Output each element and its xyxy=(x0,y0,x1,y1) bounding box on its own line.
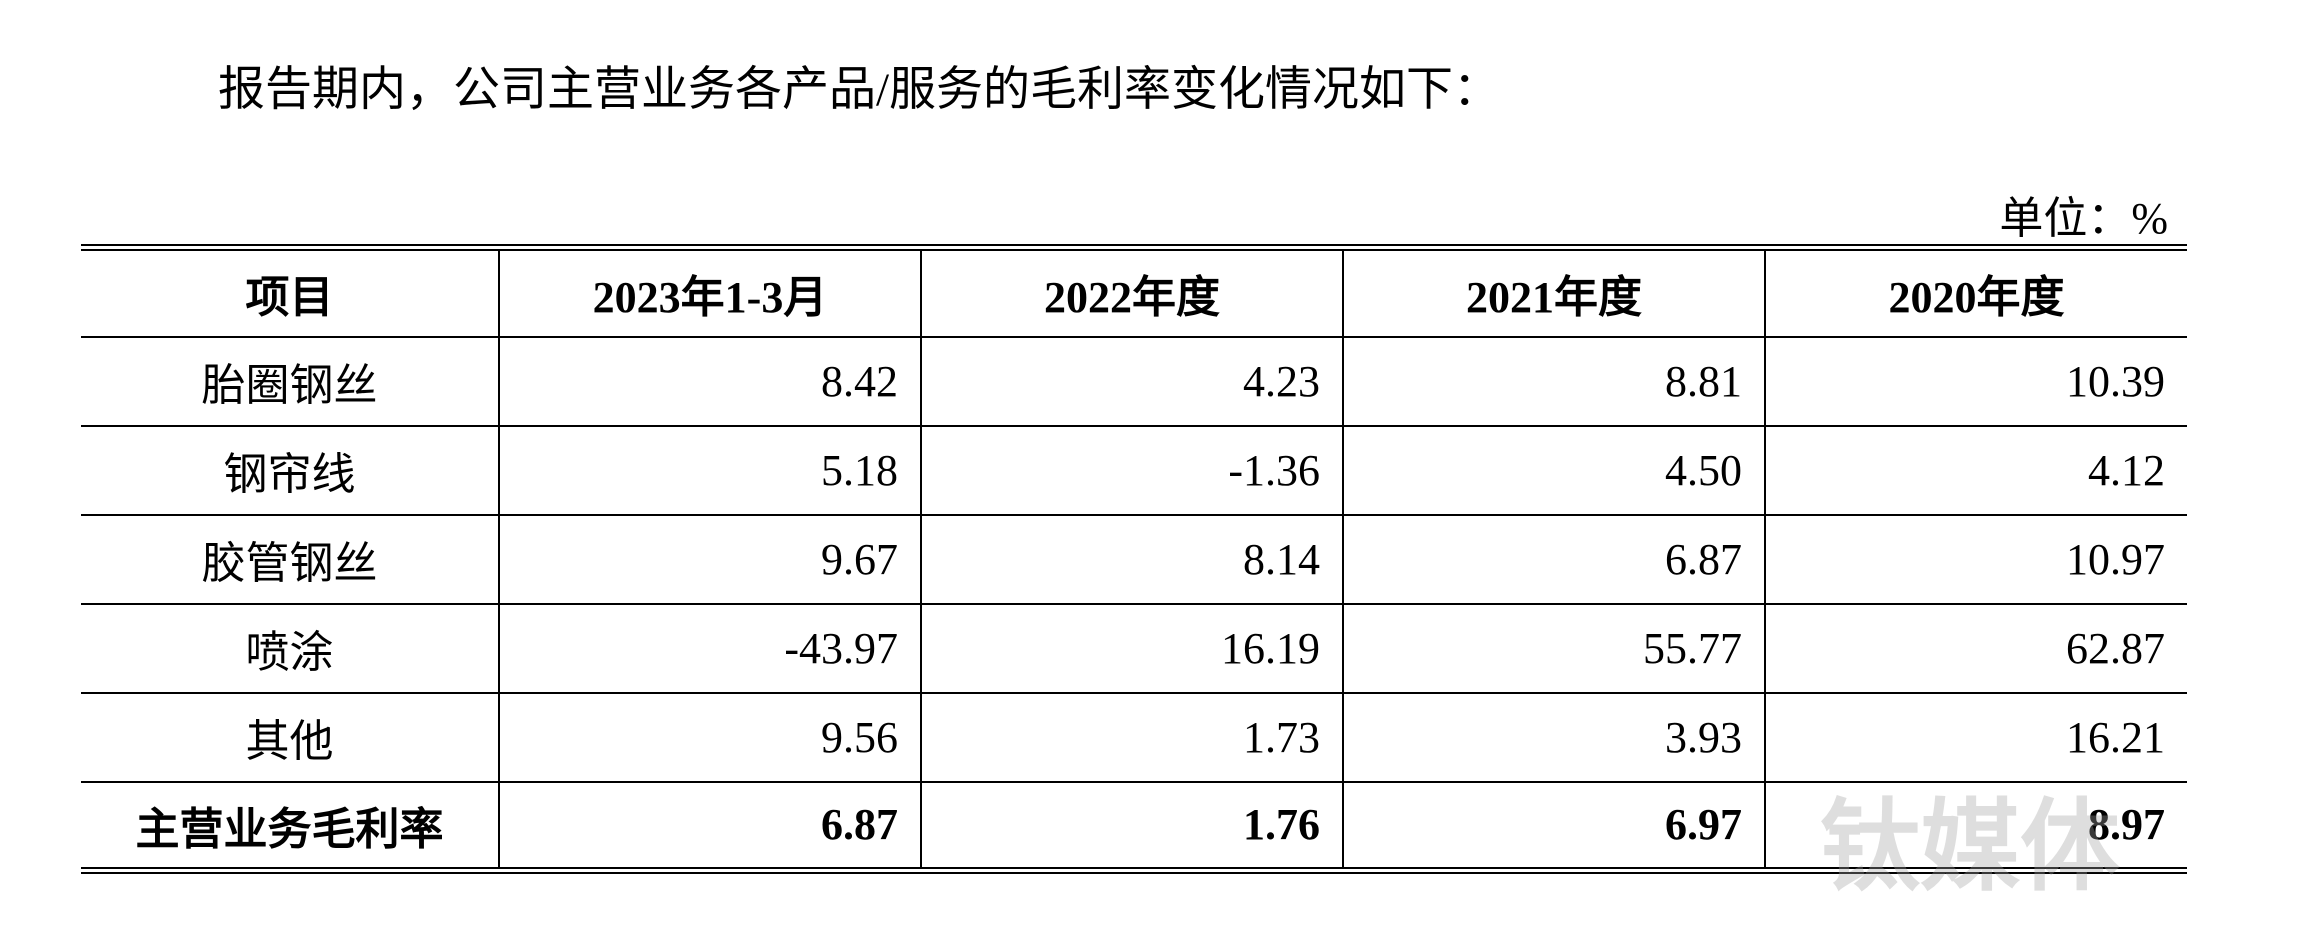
watermark: 钛媒体 xyxy=(1820,788,2120,905)
value-cell: -1.36 xyxy=(920,424,1344,515)
header-row: 项目 2023年1-3月 2022年度 2021年度 2020年度 xyxy=(81,245,2187,337)
value-cell: 55.77 xyxy=(1342,602,1766,693)
value-cell: 62.87 xyxy=(1764,602,2187,693)
table-row: 喷涂 -43.97 16.19 55.77 62.87 xyxy=(81,602,2187,693)
unit-label: 单位：% xyxy=(1999,194,2168,243)
value-cell: 9.56 xyxy=(498,691,922,782)
value-cell: 4.23 xyxy=(920,335,1344,426)
value-cell: 4.12 xyxy=(1764,424,2187,515)
row-label: 胎圈钢丝 xyxy=(81,335,500,426)
value-cell: 8.14 xyxy=(920,513,1344,604)
header-cell: 2021年度 xyxy=(1342,245,1766,337)
value-cell: 9.67 xyxy=(498,513,922,604)
value-cell: 5.18 xyxy=(498,424,922,515)
table-row: 钢帘线 5.18 -1.36 4.50 4.12 xyxy=(81,424,2187,515)
table-row: 胶管钢丝 9.67 8.14 6.87 10.97 xyxy=(81,513,2187,604)
value-cell: 3.93 xyxy=(1342,691,1766,782)
row-label: 其他 xyxy=(81,691,500,782)
value-cell: 1.76 xyxy=(920,780,1344,871)
value-cell: -43.97 xyxy=(498,602,922,693)
row-label: 喷涂 xyxy=(81,602,500,693)
value-cell: 6.97 xyxy=(1342,780,1766,871)
value-cell: 8.97 xyxy=(1764,780,2187,871)
header-cell: 2022年度 xyxy=(920,245,1344,337)
value-cell: 10.39 xyxy=(1764,335,2187,426)
value-cell: 6.87 xyxy=(1342,513,1766,604)
value-cell: 8.42 xyxy=(498,335,922,426)
intro-text: 报告期内，公司主营业务各产品/服务的毛利率变化情况如下： xyxy=(218,64,1501,116)
value-cell: 10.97 xyxy=(1764,513,2187,604)
row-label: 胶管钢丝 xyxy=(81,513,500,604)
value-cell: 6.87 xyxy=(498,780,922,871)
table-row: 其他 9.56 1.73 3.93 16.21 xyxy=(81,691,2187,782)
margin-table: 项目 2023年1-3月 2022年度 2021年度 2020年度 胎圈钢丝 8.42 4.2… xyxy=(81,244,2187,874)
value-cell: 16.19 xyxy=(920,602,1344,693)
header-cell: 2020年度 xyxy=(1764,245,2187,337)
row-label: 主营业务毛利率 xyxy=(81,780,500,871)
value-cell: 16.21 xyxy=(1764,691,2187,782)
value-cell: 4.50 xyxy=(1342,424,1766,515)
value-cell: 8.81 xyxy=(1342,335,1766,426)
row-label: 钢帘线 xyxy=(81,424,500,515)
table-row: 主营业务毛利率 6.87 1.76 6.97 8.97 xyxy=(81,780,2187,871)
value-cell: 1.73 xyxy=(920,691,1344,782)
header-cell: 项目 xyxy=(81,245,500,337)
header-cell: 2023年1-3月 xyxy=(498,245,922,337)
table-row: 胎圈钢丝 8.42 4.23 8.81 10.39 xyxy=(81,335,2187,426)
